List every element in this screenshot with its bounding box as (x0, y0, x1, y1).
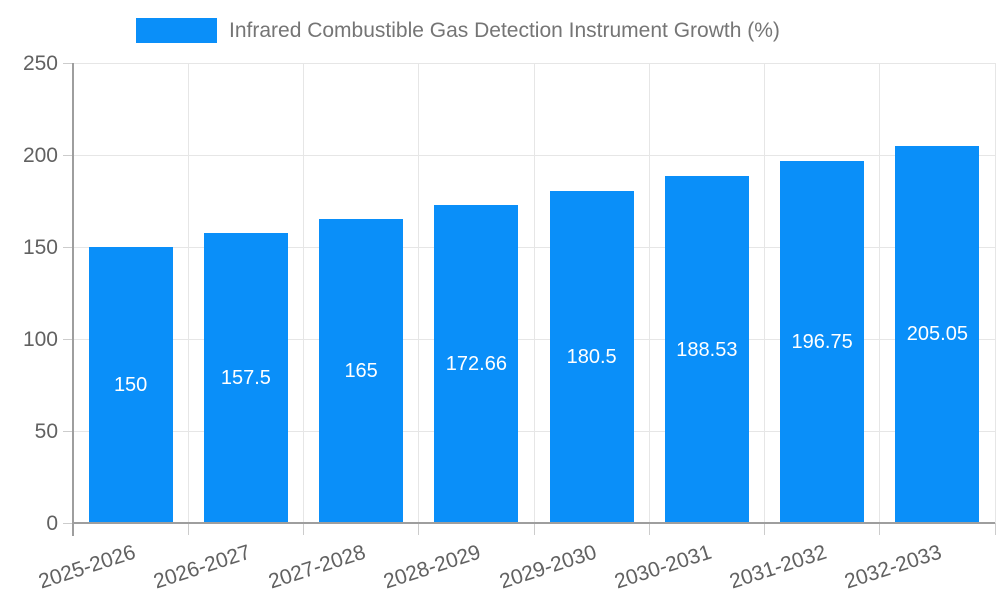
x-axis-tick (418, 523, 420, 535)
y-axis-tick-label: 200 (22, 144, 58, 167)
y-axis-tick (63, 154, 73, 156)
bar-value-label: 205.05 (906, 323, 968, 346)
bar-value-label: 150 (113, 374, 148, 396)
x-gridline (994, 63, 996, 523)
y-axis-tick-label: 100 (22, 328, 58, 351)
bar-value-label: 196.75 (791, 330, 853, 353)
y-axis-tick (63, 246, 73, 248)
x-axis-tick (187, 523, 189, 535)
bar[interactable]: 196.75 (780, 160, 865, 523)
bar[interactable]: 150 (88, 247, 173, 523)
x-axis-line (72, 522, 995, 524)
bar-value-label: 180.5 (566, 345, 617, 368)
x-gridline (533, 63, 535, 523)
x-gridline (764, 63, 765, 523)
y-axis-tick-label: 250 (22, 52, 58, 75)
y-axis-tick (63, 430, 73, 432)
x-gridline (879, 63, 881, 523)
bar[interactable]: 188.53 (664, 176, 749, 523)
bar-value-label: 165 (344, 360, 378, 383)
x-axis-tick (764, 523, 765, 535)
x-axis-tick (648, 523, 650, 535)
bar[interactable]: 205.05 (895, 145, 980, 523)
x-gridline (187, 63, 189, 523)
x-axis-tick (533, 523, 535, 535)
y-axis-tick-label: 50 (34, 420, 58, 443)
y-axis-tick (63, 62, 73, 64)
bar-value-label: 157.5 (220, 367, 271, 390)
x-gridline (418, 63, 420, 523)
y-axis-tick (63, 522, 73, 524)
legend[interactable]: Infrared Combustible Gas Detection Instr… (136, 18, 780, 43)
x-axis-tick (879, 523, 881, 535)
y-axis-tick-label: 150 (22, 236, 58, 259)
y-axis-tick-label: 0 (46, 512, 58, 535)
bar-value-label: 188.53 (676, 338, 738, 361)
y-axis-line (72, 63, 74, 536)
legend-swatch[interactable] (136, 18, 217, 43)
x-axis-tick (303, 523, 304, 535)
x-axis-tick (994, 523, 996, 535)
bar[interactable]: 157.5 (203, 233, 288, 523)
bar[interactable]: 165 (319, 219, 404, 523)
bar[interactable]: 180.5 (549, 190, 634, 523)
x-gridline (303, 63, 304, 523)
bar[interactable]: 172.66 (434, 205, 519, 523)
y-axis-tick (63, 338, 73, 340)
legend-series-label: Infrared Combustible Gas Detection Instr… (229, 18, 780, 42)
x-gridline (648, 63, 650, 523)
bar-value-label: 172.66 (445, 353, 507, 376)
